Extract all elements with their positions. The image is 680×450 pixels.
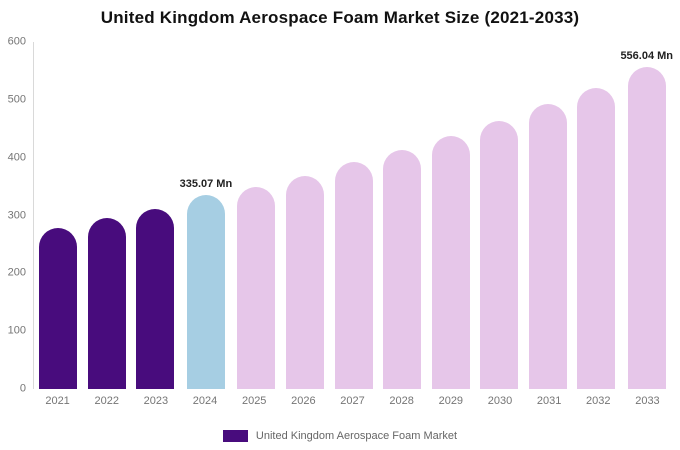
x-tick-label-2027: 2027 [340, 395, 365, 407]
bar-column-2025 [232, 42, 281, 389]
bar-column-2022 [83, 42, 132, 389]
y-tick-label: 0 [19, 382, 26, 395]
y-tick-label: 500 [7, 93, 26, 106]
x-tick-label-2028: 2028 [389, 395, 414, 407]
x-tick-label-2024: 2024 [192, 395, 218, 407]
data-label-2024: 335.07 Mn [179, 178, 233, 191]
x-tick-label-2025: 2025 [241, 395, 267, 407]
bar-2029 [431, 135, 470, 389]
y-tick-label: 600 [7, 35, 26, 48]
bar-column-2024: 335.07 Mn [179, 42, 233, 389]
x-tick-label-2030: 2030 [487, 395, 513, 407]
bar-2032 [577, 88, 616, 389]
x-tick-label-2021: 2021 [45, 395, 70, 407]
bar-2022 [87, 218, 126, 389]
y-tick-label: 200 [7, 266, 26, 279]
x-tick-label-2033: 2033 [635, 395, 660, 407]
bar-2027 [334, 162, 373, 389]
bar-column-2030 [475, 42, 524, 389]
y-tick-label: 300 [7, 209, 26, 221]
y-tick-label: 400 [7, 151, 26, 164]
x-tick-label-2029: 2029 [438, 395, 464, 407]
data-label-2033: 556.04 Mn [620, 50, 674, 63]
bar-2021 [39, 228, 78, 389]
bar-2028 [383, 150, 422, 389]
bar-column-2026 [281, 42, 330, 389]
legend-swatch [222, 430, 248, 442]
x-tick-label-2032: 2032 [586, 395, 611, 407]
legend-label: United Kingdom Aerospace Foam Market [255, 430, 458, 442]
x-tick-label-2031: 2031 [536, 395, 562, 407]
chart-title: United Kingdom Aerospace Foam Market Siz… [100, 8, 580, 27]
x-tick-label-2022: 2022 [94, 395, 119, 407]
x-tick-label-2026: 2026 [291, 395, 316, 407]
bar-2026 [285, 176, 324, 389]
bar-2025 [237, 186, 276, 389]
bar-2023 [136, 208, 175, 389]
bar-column-2031 [523, 42, 572, 389]
bars-area: 335.07 Mn 556.04 Mn [33, 42, 673, 389]
bar-2030 [480, 121, 519, 389]
bar-2031 [528, 104, 567, 389]
bar-column-2029 [426, 42, 475, 389]
bar-column-2027 [329, 42, 378, 389]
bar-2033 [627, 67, 666, 389]
y-tick-label: 100 [7, 324, 26, 337]
legend: United Kingdom Aerospace Foam Market [0, 430, 680, 442]
bar-column-2021 [34, 42, 83, 389]
bar-column-2023 [131, 42, 180, 389]
bar-2024 [186, 195, 225, 389]
bar-column-2033: 556.04 Mn [620, 42, 673, 389]
y-axis: 0 100 200 300 400 500 600 [0, 36, 28, 394]
bar-column-2032 [572, 42, 621, 389]
bar-column-2028 [378, 42, 427, 389]
x-axis: 2021 2022 2023 2024 2025 2026 2027 2028 2029 2030… [33, 395, 672, 411]
x-tick-label-2023: 2023 [143, 395, 169, 407]
